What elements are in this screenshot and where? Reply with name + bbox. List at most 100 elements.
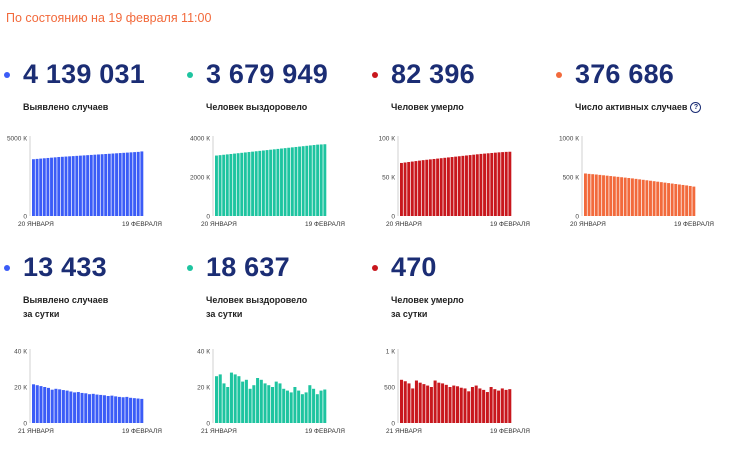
bar bbox=[290, 147, 294, 216]
bar bbox=[269, 149, 273, 216]
bar bbox=[649, 180, 652, 216]
x-start-label: 20 ЯНВАРЯ bbox=[386, 221, 422, 228]
x-start-label: 20 ЯНВАРЯ bbox=[570, 221, 606, 228]
y-tick-label: 1000 К bbox=[559, 136, 579, 143]
bar bbox=[50, 157, 53, 216]
stat-value: 18 637 bbox=[206, 252, 290, 282]
bar bbox=[620, 177, 624, 216]
stat-value: 82 396 bbox=[391, 59, 475, 89]
bar bbox=[100, 154, 104, 216]
bar bbox=[86, 155, 90, 216]
bar bbox=[102, 395, 106, 423]
y-tick-label: 20 К bbox=[14, 385, 27, 392]
x-start-label: 20 ЯНВАРЯ bbox=[201, 221, 237, 228]
bar bbox=[432, 158, 436, 216]
bar bbox=[444, 384, 448, 423]
bar bbox=[323, 389, 327, 423]
y-tick-label: 100 К bbox=[379, 136, 396, 143]
bar bbox=[645, 180, 649, 216]
bar bbox=[500, 388, 504, 423]
stat-label-line: за сутки bbox=[391, 309, 428, 319]
bar bbox=[594, 174, 598, 216]
bar bbox=[272, 149, 276, 216]
bar bbox=[301, 146, 305, 216]
y-tick-label: 40 К bbox=[14, 349, 27, 356]
bar bbox=[60, 156, 64, 216]
bar bbox=[75, 155, 79, 216]
y-tick-label: 0 bbox=[206, 214, 210, 221]
card-total-deaths: 82 396 Человек умерло 0 50 К 100 К 20 ЯНВАРЯ 1… bbox=[372, 59, 552, 275]
bar bbox=[110, 395, 114, 423]
bar bbox=[428, 159, 432, 216]
bar bbox=[43, 387, 47, 423]
bar bbox=[323, 144, 327, 216]
y-tick-label: 0 bbox=[575, 214, 579, 221]
x-end-label: 19 ФЕВРАЛЯ bbox=[122, 428, 162, 435]
bar bbox=[425, 159, 429, 216]
bar bbox=[448, 387, 452, 423]
bar bbox=[508, 151, 512, 216]
bar bbox=[446, 157, 450, 216]
bar bbox=[114, 396, 118, 423]
help-icon[interactable]: ? bbox=[690, 102, 702, 113]
bar bbox=[315, 394, 319, 423]
bar bbox=[504, 151, 508, 216]
y-tick-label: 20 К bbox=[197, 385, 210, 392]
bar bbox=[304, 392, 308, 423]
bar bbox=[233, 153, 236, 216]
bar bbox=[605, 175, 609, 216]
bar bbox=[489, 387, 493, 423]
bullet-dot bbox=[4, 265, 10, 271]
bar bbox=[89, 154, 93, 216]
bullet-dot bbox=[372, 72, 378, 78]
y-tick-label: 1 К bbox=[386, 349, 395, 356]
bar bbox=[106, 396, 110, 423]
bar bbox=[215, 376, 219, 423]
bar bbox=[465, 155, 468, 216]
bar bbox=[78, 155, 82, 216]
card-daily-cases: 13 433 Выявлено случаев за сутки 0 20 К 40 К 2… bbox=[4, 252, 184, 468]
bar bbox=[35, 385, 39, 423]
bar bbox=[663, 182, 667, 216]
bar bbox=[612, 176, 616, 216]
bar bbox=[80, 392, 84, 423]
bar bbox=[652, 181, 656, 216]
bar bbox=[82, 155, 86, 216]
stat-value: 13 433 bbox=[23, 252, 107, 282]
bar bbox=[69, 391, 73, 423]
status-date: По состоянию на 19 февраля 11:00 bbox=[6, 11, 212, 25]
bar-chart: 0 2000 К 4000 К 20 ЯНВАРЯ 19 ФЕВРАЛЯ bbox=[190, 136, 345, 229]
bar bbox=[681, 184, 685, 216]
bar bbox=[461, 155, 465, 216]
bar bbox=[240, 152, 244, 216]
bar bbox=[32, 384, 36, 423]
bar bbox=[300, 394, 304, 423]
bar bbox=[501, 152, 505, 216]
bar bbox=[129, 152, 133, 216]
bar bbox=[267, 385, 271, 423]
bar bbox=[233, 374, 237, 423]
bullet-dot bbox=[556, 72, 562, 78]
bar bbox=[218, 155, 222, 216]
bar bbox=[278, 383, 282, 423]
y-tick-label: 2000 К bbox=[190, 175, 210, 182]
bar bbox=[441, 383, 445, 423]
bar bbox=[439, 158, 443, 216]
bar bbox=[229, 372, 233, 423]
bar bbox=[616, 176, 620, 216]
bar bbox=[46, 157, 50, 216]
card-daily-deaths: 470 Человек умерло за сутки 0 500 1 К 21 ЯНВАР… bbox=[372, 252, 552, 468]
bar bbox=[667, 183, 671, 216]
bar bbox=[88, 394, 92, 423]
bar bbox=[244, 379, 248, 423]
bar bbox=[609, 176, 613, 216]
x-end-label: 19 ФЕВРАЛЯ bbox=[490, 428, 530, 435]
bar bbox=[93, 154, 97, 216]
bar bbox=[251, 151, 255, 216]
stat-label: Человек умерло за сутки bbox=[391, 293, 464, 321]
bar bbox=[73, 392, 77, 423]
bar bbox=[140, 398, 144, 423]
bar bbox=[421, 160, 425, 216]
bar bbox=[298, 146, 302, 216]
bar bbox=[490, 152, 494, 216]
